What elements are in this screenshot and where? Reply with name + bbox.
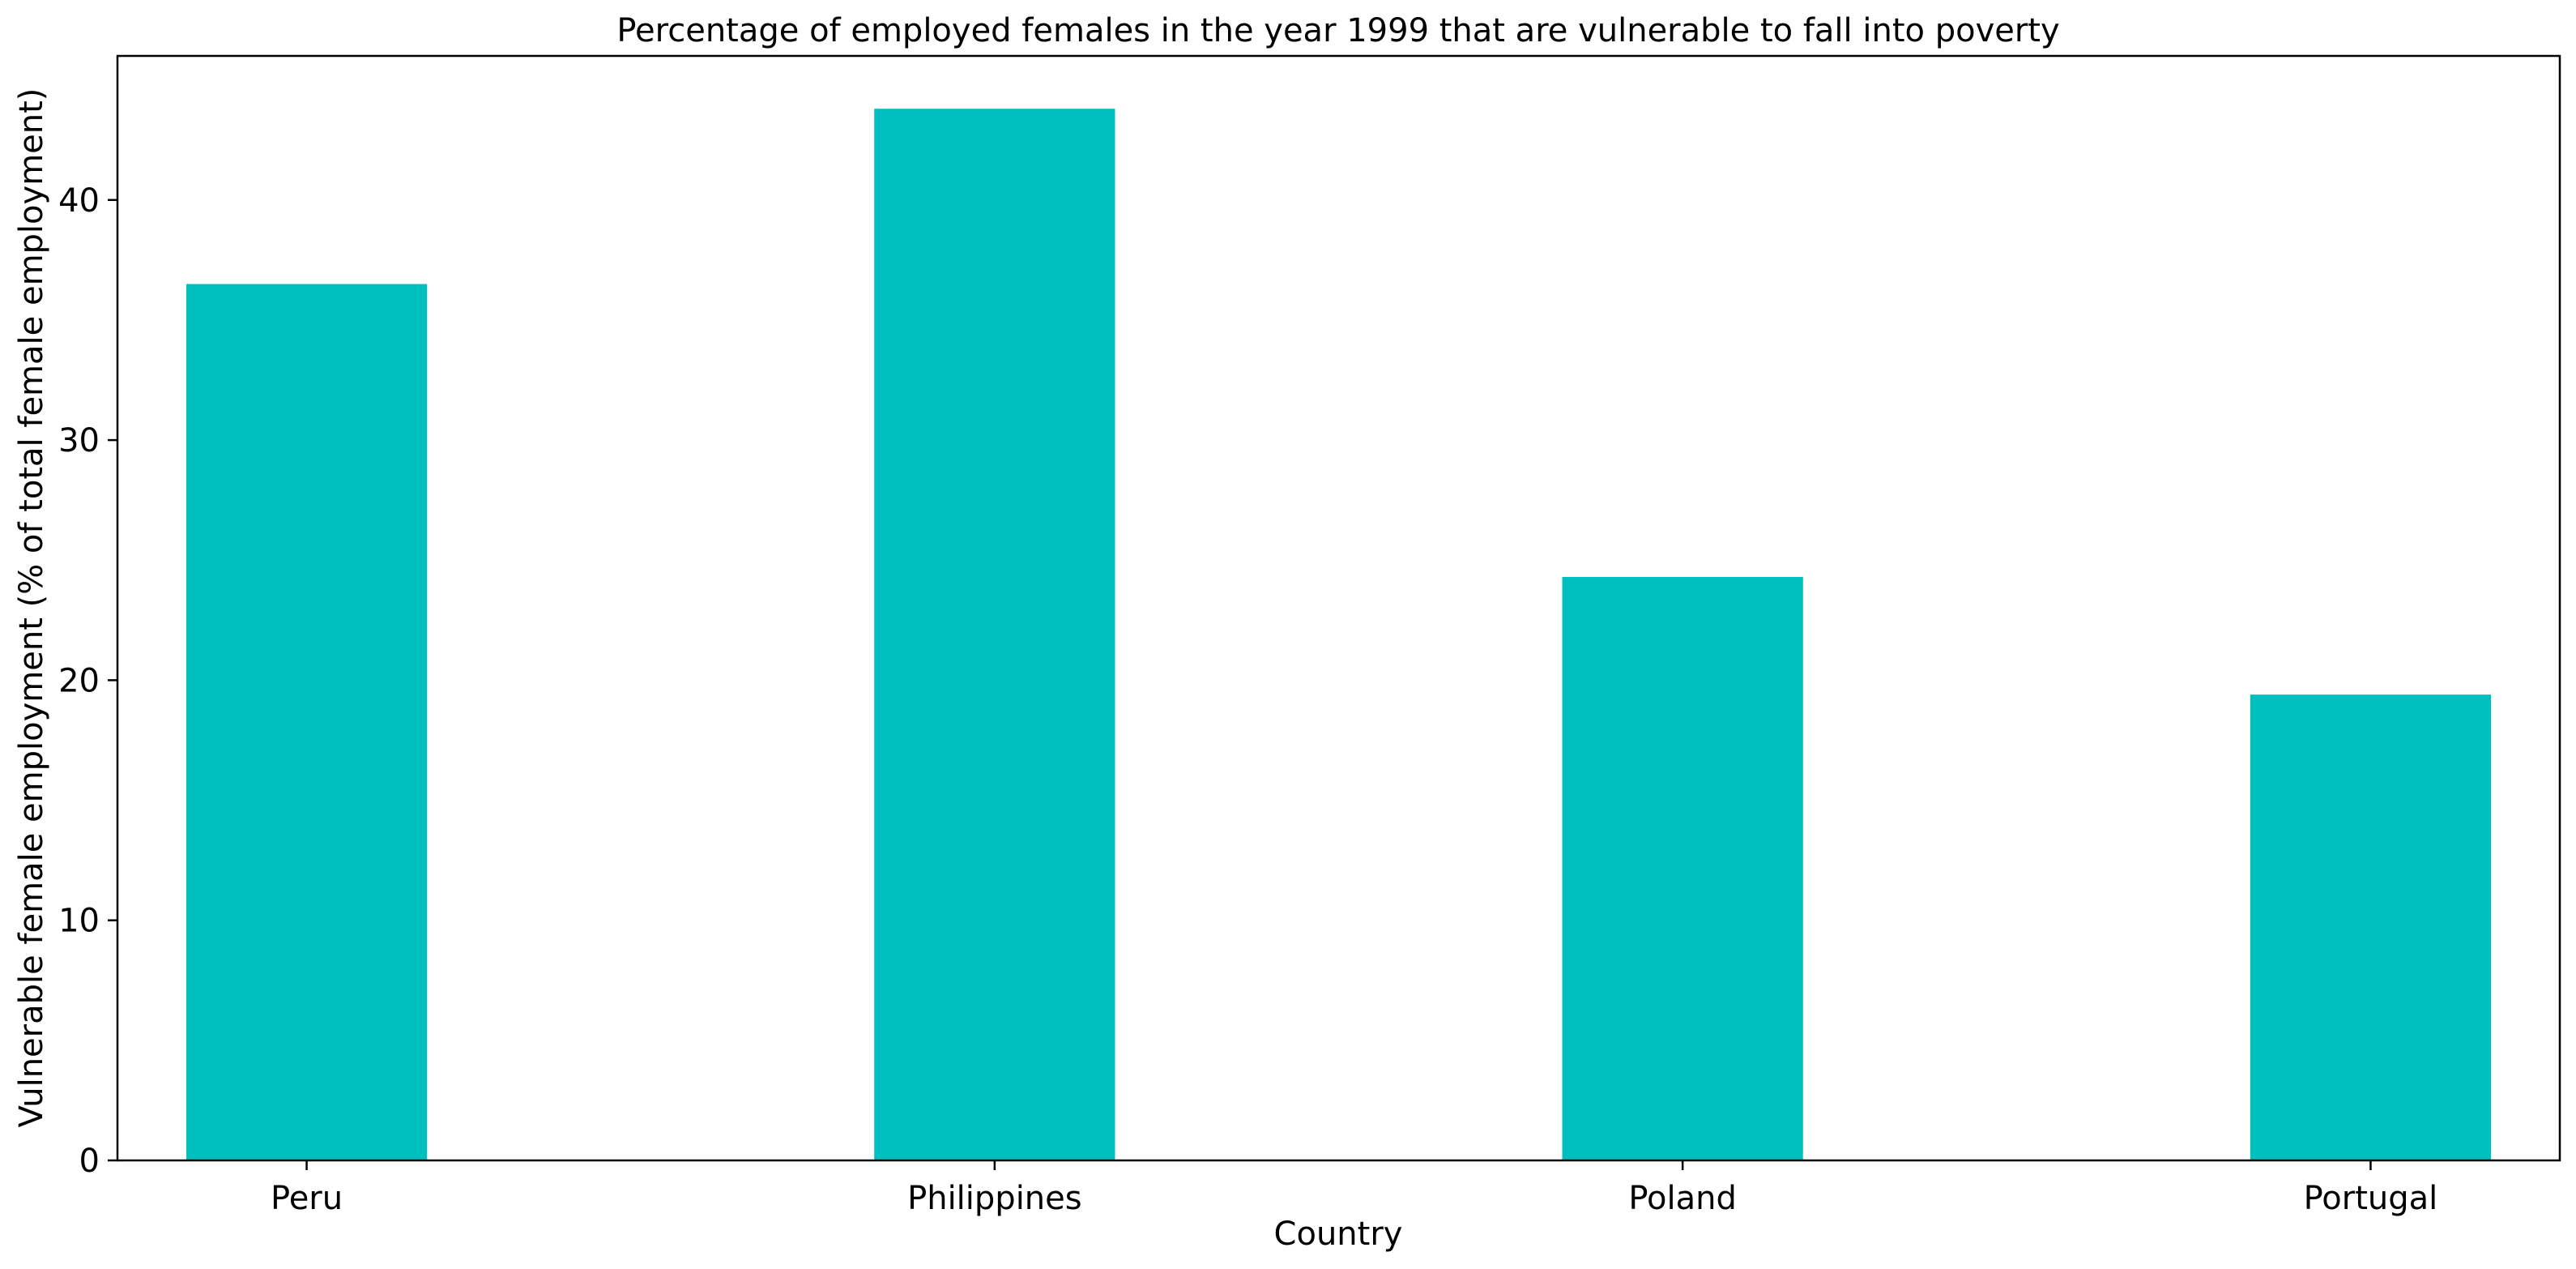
bar-poland (1562, 576, 1803, 1160)
bars-group (186, 109, 2492, 1160)
y-tick-label: 20 (58, 662, 100, 699)
y-tick-label: 10 (58, 903, 100, 940)
y-tick-label: 0 (79, 1143, 100, 1180)
bar-portugal (2250, 694, 2492, 1160)
x-axis-label: Country (1274, 1216, 1403, 1253)
chart-title: Percentage of employed females in the ye… (616, 12, 2059, 49)
y-tick-label: 40 (58, 182, 100, 220)
x-tick-label: Philippines (907, 1180, 1082, 1217)
y-axis: 0 10 20 30 40 (58, 182, 117, 1180)
bar-peru (186, 284, 428, 1160)
bar-philippines (874, 109, 1115, 1160)
x-axis: Peru Philippines Poland Portugal (271, 1160, 2437, 1217)
x-tick-label: Peru (271, 1180, 343, 1217)
plot-frame (116, 54, 2561, 1162)
y-tick-label: 30 (58, 422, 100, 459)
x-tick-label: Portugal (2304, 1180, 2438, 1217)
x-tick-label: Poland (1628, 1180, 1737, 1217)
y-axis-label: Vulnerable female employment (% of total… (13, 88, 50, 1128)
